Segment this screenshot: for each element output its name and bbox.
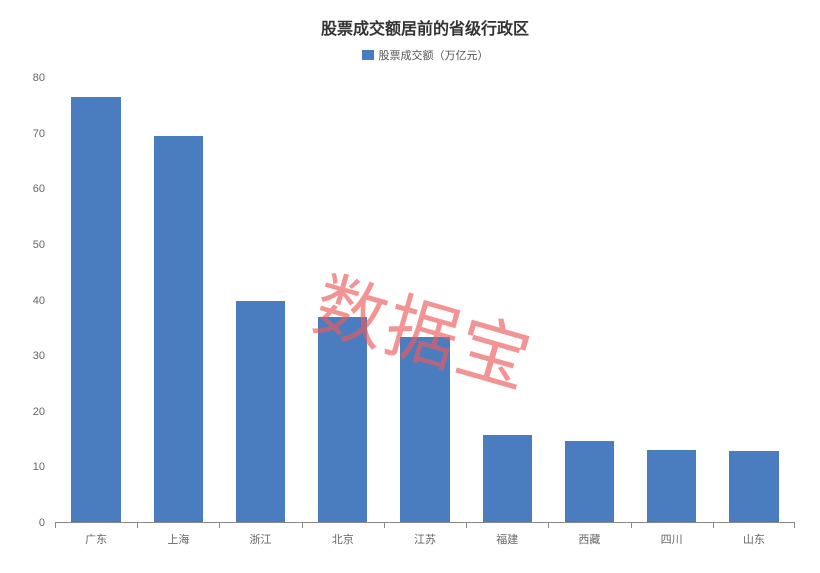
y-tick-label: 20	[15, 406, 45, 418]
bar-slot: 山东	[713, 78, 795, 523]
bar	[400, 337, 449, 523]
legend-marker	[362, 50, 374, 60]
bar-slot: 四川	[631, 78, 713, 523]
x-tick-label: 上海	[167, 531, 189, 547]
x-tick-label: 江苏	[414, 531, 436, 547]
y-tick-label: 60	[15, 183, 45, 195]
bar	[154, 136, 203, 523]
bars-area: 广东上海浙江北京江苏福建西藏四川山东	[55, 78, 795, 523]
x-tick-mark	[466, 523, 467, 528]
chart-legend: 股票成交额（万亿元）	[50, 47, 800, 63]
x-tick-mark	[631, 523, 632, 528]
x-tick-label: 浙江	[250, 531, 272, 547]
x-tick-label: 山东	[743, 531, 765, 547]
y-axis: 01020304050607080	[20, 78, 50, 523]
x-tick-mark	[302, 523, 303, 528]
chart-title: 股票成交额居前的省级行政区	[50, 15, 800, 39]
x-tick-mark	[713, 523, 714, 528]
bar	[565, 441, 614, 523]
y-tick-label: 10	[15, 461, 45, 473]
y-tick-label: 40	[15, 295, 45, 307]
legend-label: 股票成交额（万亿元）	[379, 47, 489, 63]
bar-slot: 福建	[466, 78, 548, 523]
x-tick-label: 北京	[332, 531, 354, 547]
x-tick-label: 西藏	[578, 531, 600, 547]
x-tick-mark	[219, 523, 220, 528]
chart-container: 股票成交额居前的省级行政区 股票成交额（万亿元） 010203040506070…	[0, 0, 820, 573]
bar-slot: 西藏	[548, 78, 630, 523]
x-axis-baseline	[55, 522, 795, 523]
x-tick-mark	[55, 523, 56, 528]
bar-slot: 上海	[137, 78, 219, 523]
bar	[318, 317, 367, 523]
x-tick-label: 广东	[85, 531, 107, 547]
y-tick-label: 50	[15, 239, 45, 251]
bar	[71, 97, 120, 523]
bar-slot: 北京	[302, 78, 384, 523]
bar	[483, 435, 532, 523]
y-tick-label: 80	[15, 72, 45, 84]
x-tick-label: 四川	[661, 531, 683, 547]
y-tick-label: 0	[15, 517, 45, 529]
x-tick-mark	[794, 523, 795, 528]
bar	[647, 450, 696, 523]
x-tick-mark	[384, 523, 385, 528]
y-tick-label: 30	[15, 350, 45, 362]
bar	[729, 451, 778, 523]
x-tick-mark	[137, 523, 138, 528]
x-tick-mark	[548, 523, 549, 528]
plot-area: 01020304050607080 广东上海浙江北京江苏福建西藏四川山东 数据宝	[55, 78, 795, 523]
bar-slot: 浙江	[219, 78, 301, 523]
bar	[236, 301, 285, 524]
y-tick-label: 70	[15, 128, 45, 140]
x-tick-label: 福建	[496, 531, 518, 547]
bar-slot: 广东	[55, 78, 137, 523]
bar-slot: 江苏	[384, 78, 466, 523]
